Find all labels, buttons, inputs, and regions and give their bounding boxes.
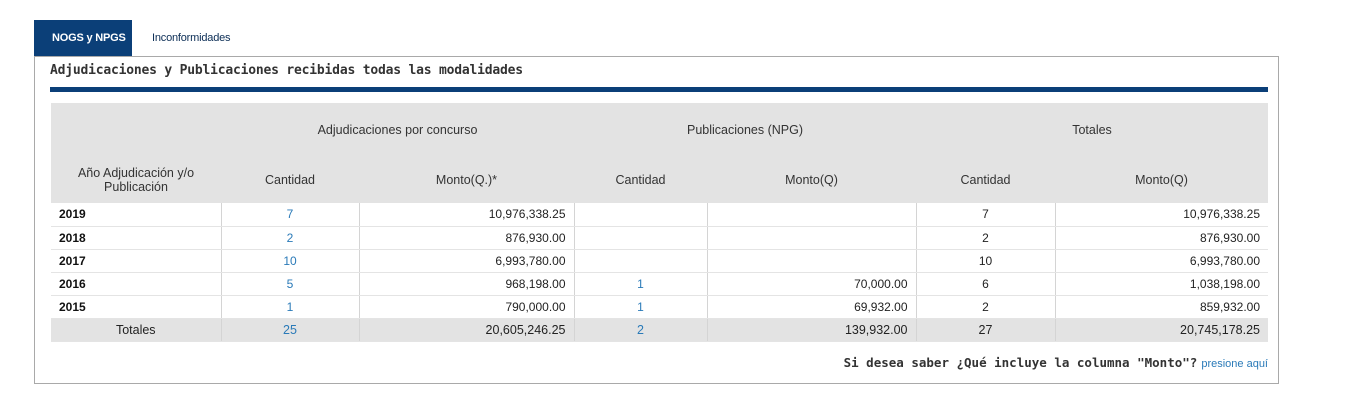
col-header-tot-monto: Monto(Q) [1055,157,1268,203]
header-blank [51,103,221,157]
totals-adj-monto: 20,605,246.25 [359,318,575,342]
monto-help-question: Si desea saber ¿Qué incluye la columna "… [843,355,1198,370]
results-panel: Adjudicaciones y Publicaciones recibidas… [34,56,1279,384]
group-header-adjudicaciones: Adjudicaciones por concurso [221,103,574,157]
table-row: 2016 5 968,198.00 1 70,000.00 6 1,038,19… [51,272,1268,296]
tot-cantidad: 2 [916,226,1056,250]
table-row: 2015 1 790,000.00 1 69,932.00 2 859,932.… [51,295,1268,319]
title-divider [50,87,1268,92]
tot-monto: 1,038,198.00 [1055,272,1268,296]
panel-title: Adjudicaciones y Publicaciones recibidas… [50,63,523,78]
row-year: 2019 [51,203,222,227]
pub-monto: 70,000.00 [707,272,917,296]
pub-monto [707,226,917,250]
pub-cantidad-link[interactable] [574,249,708,273]
table-row: 2019 7 10,976,338.25 7 10,976,338.25 [51,203,1268,227]
col-header-adj-cantidad: Cantidad [221,157,359,203]
adj-cantidad-link[interactable]: 5 [221,272,360,296]
tab-nogs-npgs[interactable]: NOGS y NPGS [34,20,132,57]
tot-monto: 10,976,338.25 [1055,203,1268,227]
tot-cantidad: 10 [916,249,1056,273]
totals-label: Totales [51,318,222,342]
adj-monto: 10,976,338.25 [359,203,575,227]
adj-cantidad-link[interactable]: 10 [221,249,360,273]
row-year: 2015 [51,295,222,319]
col-header-year: Año Adjudicación y/o Publicación [51,157,221,203]
table-row: 2018 2 876,930.00 2 876,930.00 [51,226,1268,250]
pub-cantidad-link[interactable]: 1 [574,295,708,319]
row-year: 2016 [51,272,222,296]
tot-cantidad: 7 [916,203,1056,227]
pub-monto [707,203,917,227]
adj-cantidad-link[interactable]: 2 [221,226,360,250]
tot-monto: 876,930.00 [1055,226,1268,250]
col-header-pub-monto: Monto(Q) [707,157,916,203]
tot-monto: 859,932.00 [1055,295,1268,319]
totals-pub-cantidad-link[interactable]: 2 [574,318,708,342]
pub-monto [707,249,917,273]
totals-row: Totales 25 20,605,246.25 2 139,932.00 27… [51,318,1268,342]
totals-tot-cantidad: 27 [916,318,1056,342]
pub-cantidad-link[interactable]: 1 [574,272,708,296]
tab-bar: NOGS y NPGS Inconformidades [34,20,246,57]
monto-help-note: Si desea saber ¿Qué incluye la columna "… [844,355,1268,370]
adj-monto: 968,198.00 [359,272,575,296]
pub-monto: 69,932.00 [707,295,917,319]
row-year: 2017 [51,249,222,273]
group-header-totales: Totales [916,103,1268,157]
adj-cantidad-link[interactable]: 7 [221,203,360,227]
totals-pub-monto: 139,932.00 [707,318,917,342]
tot-monto: 6,993,780.00 [1055,249,1268,273]
adj-monto: 790,000.00 [359,295,575,319]
table-row: 2017 10 6,993,780.00 10 6,993,780.00 [51,249,1268,273]
adj-monto: 6,993,780.00 [359,249,575,273]
col-header-tot-cantidad: Cantidad [916,157,1055,203]
group-header-publicaciones: Publicaciones (NPG) [574,103,916,157]
monto-help-link[interactable]: presione aquí [1201,358,1268,370]
totals-adj-cantidad-link[interactable]: 25 [221,318,360,342]
totals-tot-monto: 20,745,178.25 [1055,318,1268,342]
pub-cantidad-link[interactable] [574,203,708,227]
row-year: 2018 [51,226,222,250]
pub-cantidad-link[interactable] [574,226,708,250]
col-header-pub-cantidad: Cantidad [574,157,707,203]
tab-inconformidades[interactable]: Inconformidades [152,32,231,44]
adj-monto: 876,930.00 [359,226,575,250]
tot-cantidad: 6 [916,272,1056,296]
col-header-adj-monto: Monto(Q.)* [359,157,574,203]
adj-cantidad-link[interactable]: 1 [221,295,360,319]
summary-table: Adjudicaciones por concurso Publicacione… [51,103,1268,342]
tot-cantidad: 2 [916,295,1056,319]
